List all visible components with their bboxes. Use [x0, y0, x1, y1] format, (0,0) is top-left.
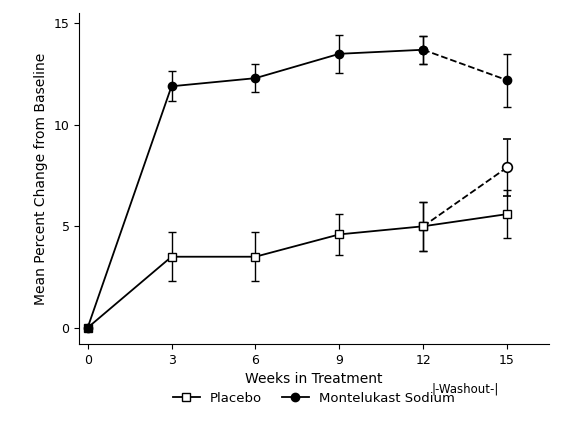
Y-axis label: Mean Percent Change from Baseline: Mean Percent Change from Baseline: [34, 52, 48, 305]
Legend: Placebo, Montelukast Sodium: Placebo, Montelukast Sodium: [168, 387, 460, 410]
X-axis label: Weeks in Treatment: Weeks in Treatment: [246, 372, 383, 386]
Text: |-Washout-|: |-Washout-|: [431, 383, 499, 396]
